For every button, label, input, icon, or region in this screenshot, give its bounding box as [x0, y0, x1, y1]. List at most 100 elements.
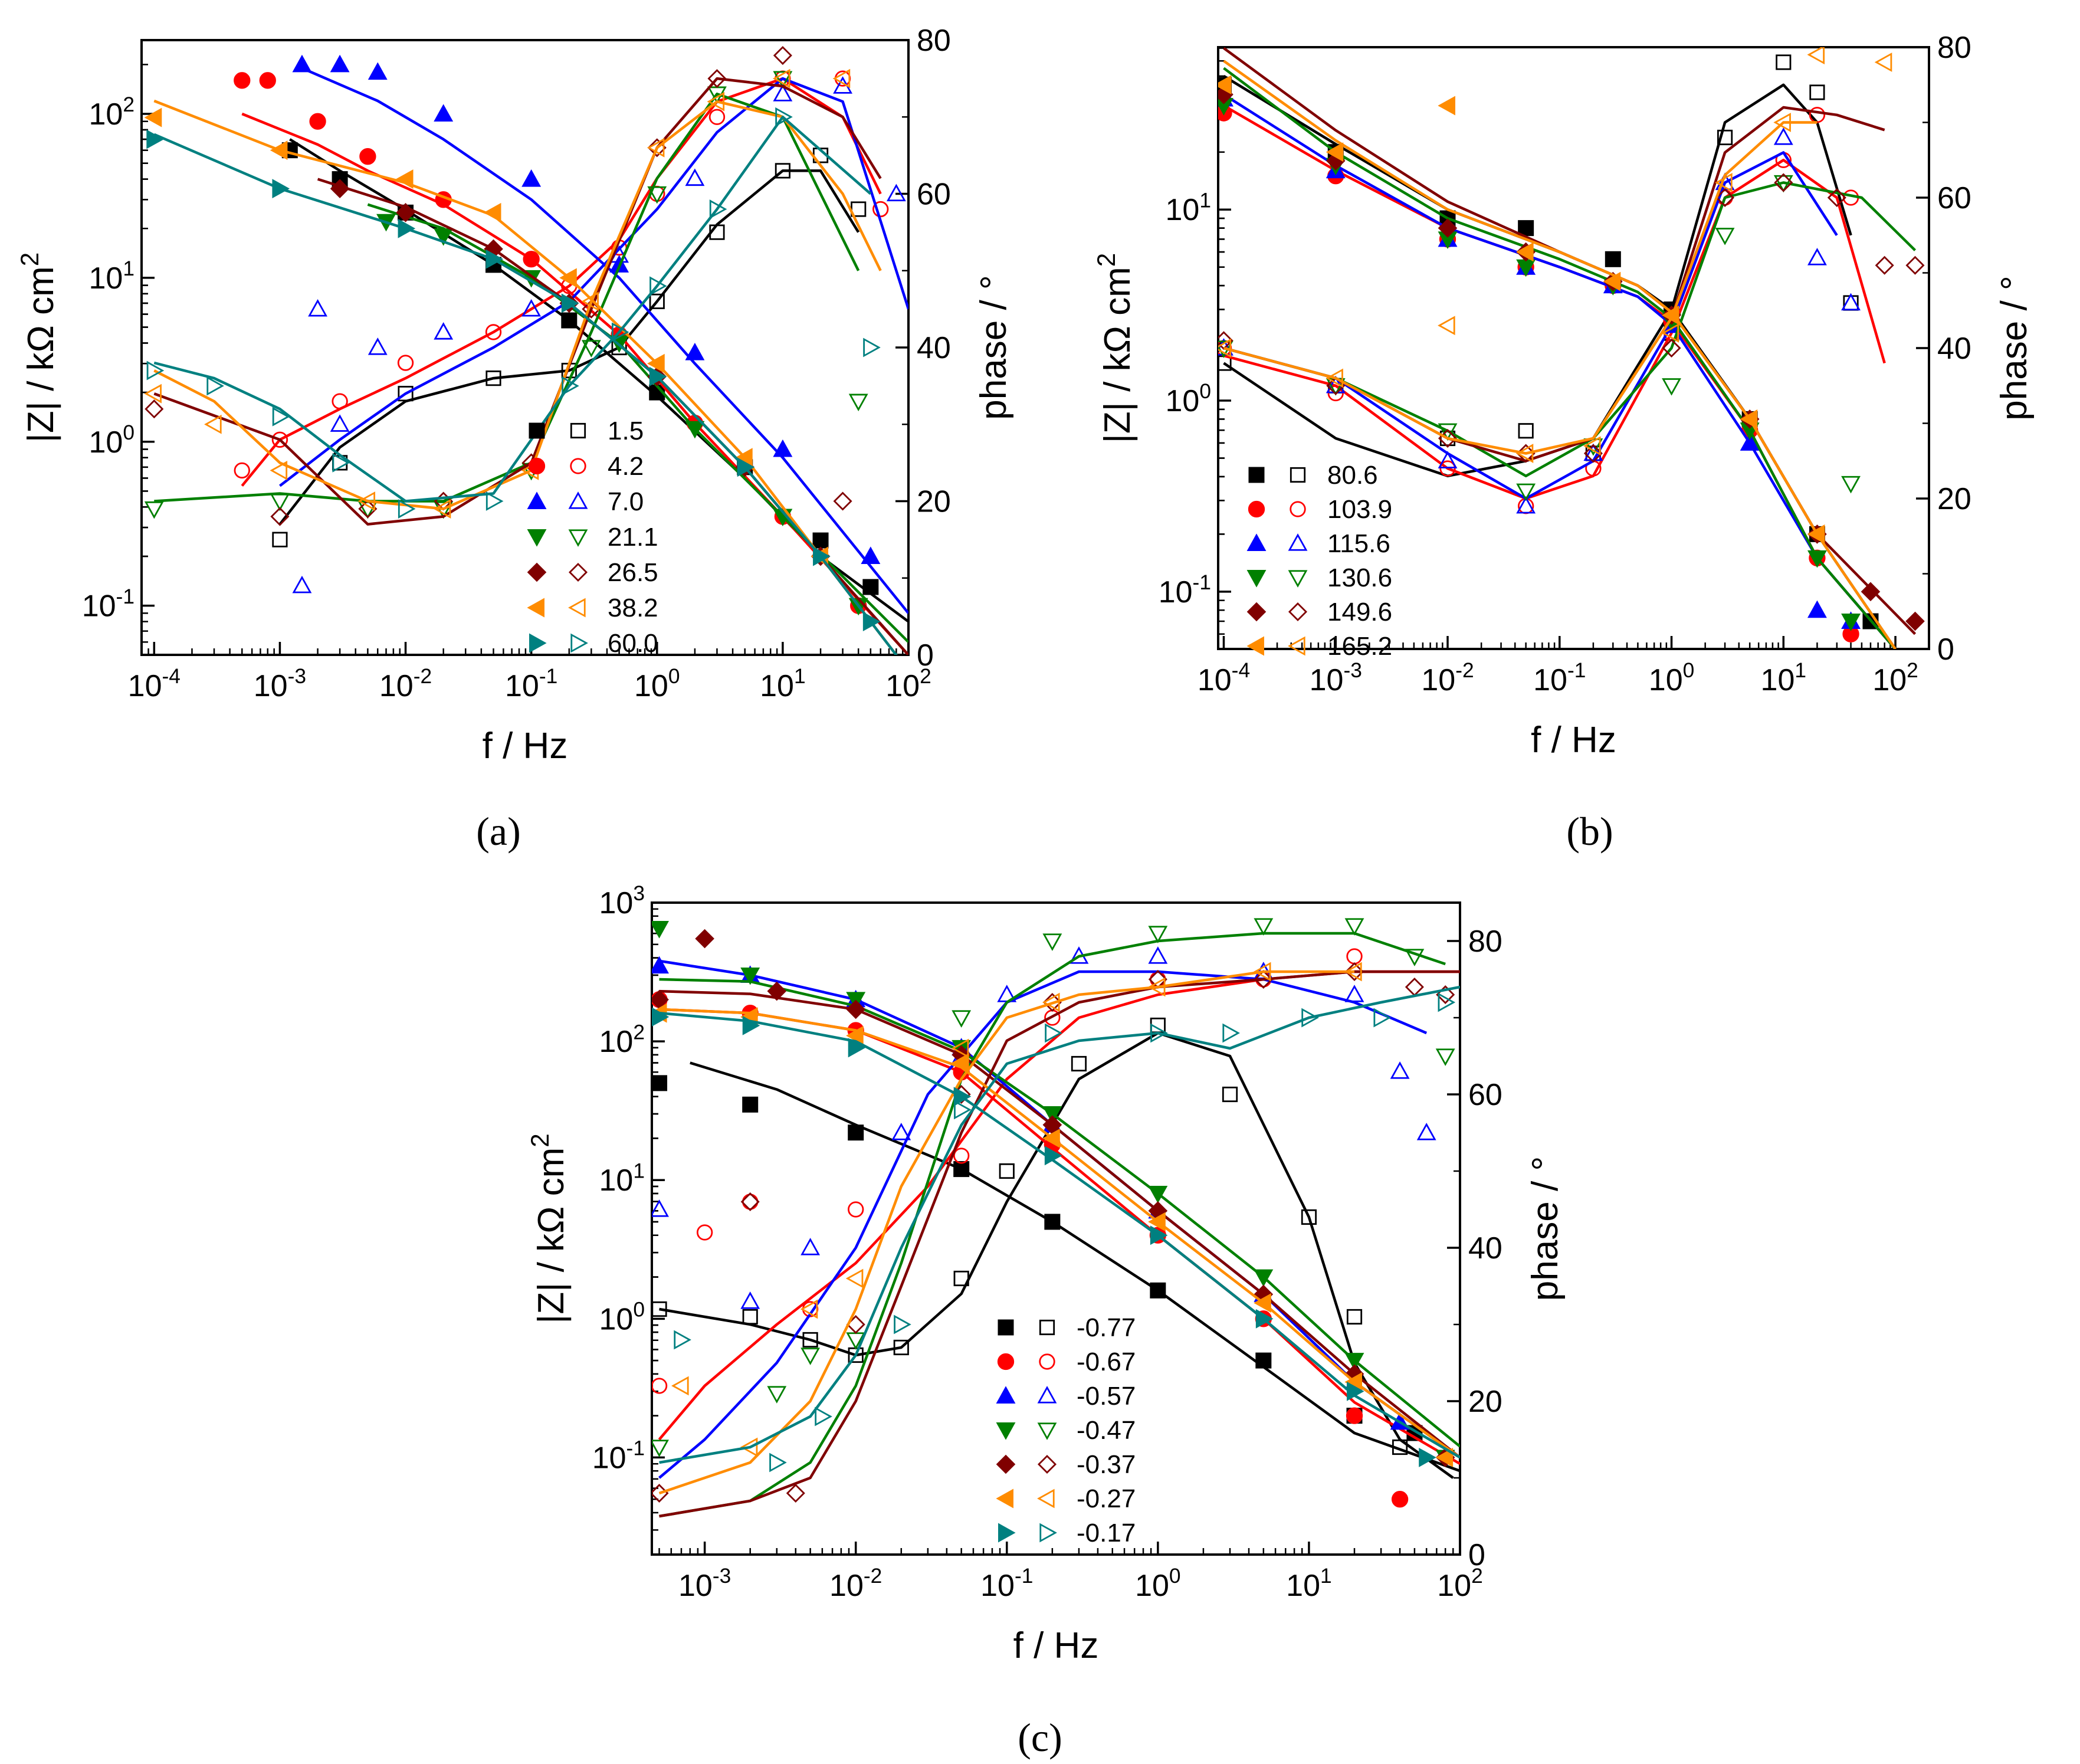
legend-label: 60.0: [608, 629, 658, 658]
mag-point--0.77: [1255, 1352, 1272, 1369]
phase-point-38.2: [772, 68, 790, 88]
phase-point--0.77: [1346, 1309, 1363, 1325]
phase-point-60.0: [649, 276, 667, 296]
legend-label: 1.5: [608, 417, 644, 445]
phase-point-60.0: [863, 337, 881, 358]
legend-label: -0.57: [1077, 1382, 1136, 1411]
plot-area: [652, 918, 1460, 1518]
mag-point-60.0: [649, 366, 667, 386]
mag-point-1.5: [812, 532, 829, 549]
mag-point-60.0: [737, 457, 755, 477]
legend-filled-marker-1.5: [529, 422, 545, 439]
phase-point-4.2: [485, 324, 502, 340]
x-tick-label: 101: [760, 665, 806, 703]
phase-point--0.77: [1392, 1439, 1408, 1455]
panel-c: 10-3 10-2 10-1 100 101 102 10-1 100 101 102 103 0 20…: [526, 882, 1566, 1666]
mag-point--0.77: [742, 1096, 759, 1113]
y-right-axis-label: phase / °: [1994, 276, 2035, 420]
mag-fit-line-130.6: [1223, 67, 1897, 649]
y-right-tick-label: 0: [1937, 632, 1954, 667]
mag-point--0.17: [1044, 1146, 1062, 1166]
phase-point--0.47: [800, 1347, 821, 1365]
plot-frame: [651, 901, 1461, 1556]
legend-label: -0.37: [1077, 1450, 1136, 1479]
phase-point--0.17: [1045, 1023, 1062, 1043]
phase-point--0.77: [893, 1339, 909, 1356]
y-right-tick-label: 60: [917, 178, 951, 212]
phase-point--0.47: [652, 1440, 669, 1457]
x-tick-label: 100: [1649, 659, 1695, 697]
phase-point-60.0: [206, 376, 224, 396]
legend-filled-marker--0.67: [997, 1353, 1015, 1370]
phase-point-149.6: [1827, 188, 1846, 208]
phase-point-1.5: [398, 386, 414, 402]
legend-filled-marker-4.2: [528, 457, 546, 475]
mag-point--0.27: [1435, 1447, 1454, 1467]
phase-point-149.6: [1583, 444, 1603, 463]
phase-point-1.5: [649, 293, 665, 309]
phase-point-1.5: [709, 224, 725, 240]
legend-open-marker--0.47: [1037, 1422, 1057, 1440]
phase-point--0.67: [652, 1378, 668, 1394]
mag-fit-line-103.9: [1223, 104, 1897, 649]
mag-point-149.6: [1438, 218, 1458, 238]
mag-point-60.0: [272, 179, 290, 199]
mag-point--0.17: [1150, 1225, 1168, 1245]
mag-point-4.2: [359, 148, 376, 165]
phase-fit-line-1.5: [278, 169, 860, 525]
mag-point--0.67: [1346, 1407, 1363, 1424]
phase-point--0.27: [951, 1038, 969, 1058]
legend-open-marker-80.6: [1290, 467, 1306, 483]
x-tick-label: 10-1: [980, 1565, 1033, 1603]
legend-label: -0.27: [1077, 1484, 1136, 1513]
y-left-tick-label: 100: [1165, 380, 1211, 418]
legend-filled-marker-21.1: [527, 529, 547, 547]
phase-point-80.6: [1518, 423, 1534, 439]
phase-point--0.57: [1390, 1061, 1410, 1079]
phase-point--0.77: [1301, 1209, 1317, 1225]
phase-point-130.6: [1662, 378, 1681, 396]
mag-fit-line-165.2: [1223, 60, 1897, 649]
x-axis-label: f / Hz: [483, 726, 568, 766]
y-left-tick-label: 100: [88, 421, 134, 460]
mag-point-165.2: [1603, 271, 1621, 291]
mag-point-60.0: [146, 129, 164, 149]
phase-point--0.37: [786, 1483, 805, 1503]
mag-fit-line--0.47: [659, 978, 1460, 1448]
mag-point-165.2: [1807, 524, 1825, 544]
mag-fit-line--0.77: [690, 1061, 1460, 1473]
legend-open-marker--0.67: [1039, 1353, 1055, 1370]
phase-point--0.77: [953, 1270, 969, 1287]
phase-point--0.47: [1148, 926, 1168, 943]
phase-point-115.6: [1807, 248, 1827, 265]
mag-point-165.2: [1740, 409, 1758, 429]
legend-open-marker-165.2: [1288, 636, 1305, 656]
legend-filled-marker--0.47: [996, 1422, 1016, 1440]
legend-open-marker--0.37: [1037, 1454, 1057, 1474]
phase-point-130.6: [1438, 423, 1458, 441]
phase-point-103.9: [1439, 460, 1456, 477]
phase-point--0.17: [954, 1100, 972, 1120]
mag-point--0.27: [1148, 1212, 1166, 1232]
phase-point--0.47: [1042, 933, 1062, 951]
phase-point-60.0: [332, 453, 350, 473]
phase-fit-line-4.2: [241, 77, 882, 487]
mag-point-7.0: [685, 342, 705, 360]
phase-point-38.2: [581, 291, 599, 312]
mag-point--0.27: [1254, 1293, 1271, 1313]
legend-label: -0.77: [1077, 1313, 1136, 1342]
mag-point--0.37: [846, 999, 866, 1019]
y-right-axis-label: phase / °: [1525, 1156, 1566, 1301]
y-right-tick-label: 60: [1468, 1078, 1502, 1112]
legend-open-marker-4.2: [570, 458, 586, 474]
panel-a-caption: (a): [476, 809, 520, 854]
legend-open-marker-103.9: [1290, 501, 1306, 517]
legend-label: 149.6: [1327, 598, 1392, 627]
mag-point-7.0: [861, 546, 881, 564]
legend-open-marker-115.6: [1288, 533, 1308, 551]
x-tick-label: 102: [1872, 659, 1918, 697]
phase-point--0.17: [815, 1406, 832, 1427]
phase-point--0.57: [652, 1199, 669, 1217]
legend-filled-marker--0.57: [996, 1386, 1016, 1404]
mag-point-38.2: [144, 107, 162, 127]
